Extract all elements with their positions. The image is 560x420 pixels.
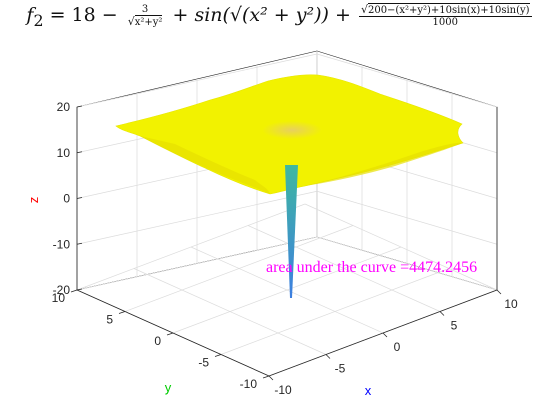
z-tick-label: -20 [53,283,71,297]
title-fraction-1: 3 √x²+y² [127,4,163,28]
x-tick-mark [268,375,274,381]
y-axis: 10 5 0 -5 -10 [52,291,258,391]
tick-marks [70,105,502,381]
axes-box-edge [76,107,498,377]
surface-right-fold [305,142,463,186]
z-tick-mark [76,105,83,108]
x-tick-label: -5 [335,362,346,376]
chart-title: f2 = 18 − 3 √x²+y² + sin(√(x² + y²)) + √… [26,3,532,30]
z-tick-label: -10 [53,237,71,251]
surface-center-dip [262,121,322,139]
z-tick-mark [76,151,83,154]
z-tick-mark [76,288,83,291]
x-tick-mark [325,354,331,359]
z-axis: 20 10 0 -10 -20 [53,100,71,297]
title-lhs: f [26,4,34,26]
x-grid-line [304,203,498,291]
title-term1-numerator: 3 [139,4,151,16]
y-tick-mark [214,354,222,357]
x-tick-label: 0 [394,340,401,354]
y-tick-mark [118,311,126,314]
y-tick-mark [70,289,78,293]
z-tick-mark [76,197,83,199]
area-annotation: area under the curve =4474.2456 [266,259,478,276]
x-tick-mark [382,332,388,338]
x-axis: -10 -5 0 5 10 [274,297,518,397]
title-constant: 18 [71,4,96,26]
title-term3-numerator: 200−(x²+y²)+10sin(x)+10sin(y) [367,3,530,16]
z-axis-label: z [26,197,41,204]
y-tick-label: 0 [154,334,161,348]
x-axis-label: x [365,383,372,398]
x-grid-line [247,225,441,312]
title-subscript: 2 [33,10,44,30]
y-tick-label: 10 [52,291,66,305]
z-tick-label: 20 [57,100,71,114]
x-tick-mark [496,289,502,295]
x-grid-line [190,246,384,334]
surface [115,74,464,298]
y-tick-mark [262,375,270,379]
y-tick-label: -5 [198,356,209,370]
title-fraction-2: √200−(x²+y²)+10sin(x)+10sin(y) 1000 [358,3,532,28]
title-term1-denominator: x²+y² [134,15,163,28]
x-tick-mark [439,311,445,316]
y-axis-label: y [165,380,172,395]
title-term3-denominator: 1000 [432,17,458,28]
z-tick-label: 10 [57,146,71,160]
y-tick-mark [166,332,174,336]
surface-front-fold [140,136,270,194]
z-tick-mark [76,242,83,245]
x-tick-label: -10 [274,383,292,397]
x-tick-label: 10 [504,297,518,311]
y-tick-label: 5 [106,313,113,327]
title-term2: sin(√(x² + y²)) [194,4,329,26]
z-tick-label: 0 [63,192,70,206]
x-tick-label: 5 [451,319,458,333]
surface-spike [285,165,298,298]
x-grid-line [133,268,327,355]
y-tick-label: -10 [240,377,258,391]
